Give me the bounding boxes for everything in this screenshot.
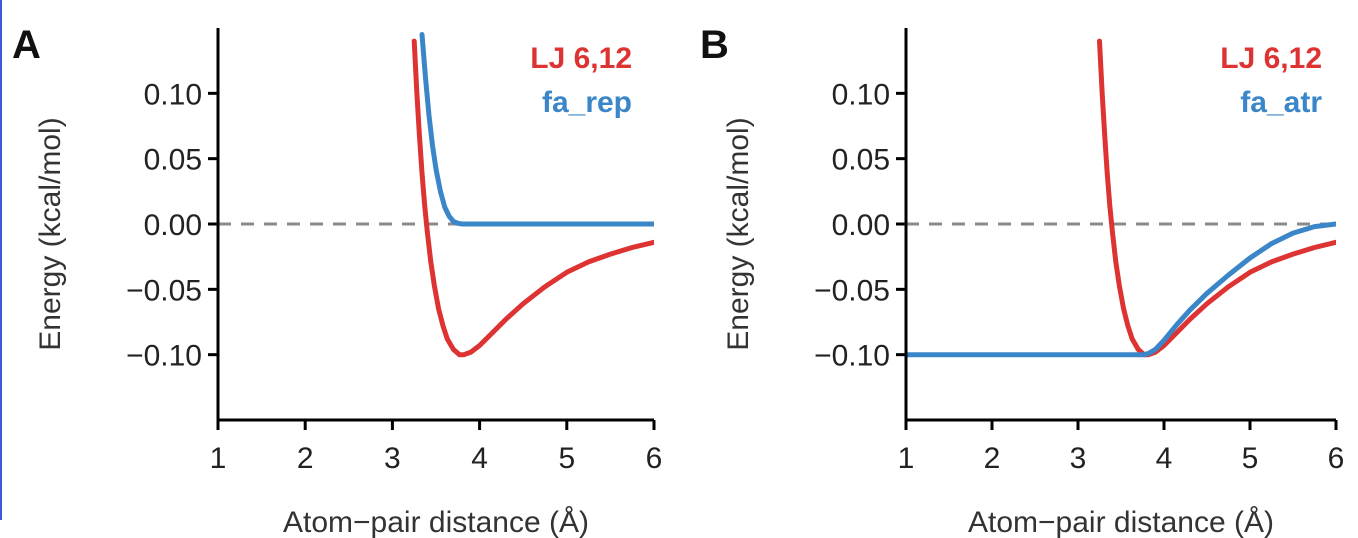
panel-a-y-tick-label: 0.10 [144, 78, 202, 111]
panel-a: 1 2 3 4 5 6 0.10 0.05 0.00 −0.05 −0.10 Atom−pair di… [12, 23, 662, 538]
panel-a-x-tick-label: 4 [471, 442, 488, 475]
panel-a-series-lj-6-12 [411, 38, 654, 358]
panel-a-x-tick-label: 3 [384, 442, 401, 475]
panel-a-y-tick-label: 0.00 [144, 209, 202, 242]
panel-b-legend-fa-atr: fa_atr [1240, 86, 1322, 119]
panel-b: 1 2 3 4 5 6 0.10 0.05 0.00 −0.05 −0.10 Atom−pair di… [700, 23, 1344, 538]
panel-a-y-tick-label: −0.05 [126, 274, 202, 307]
panel-b-y-tick-label: 0.10 [832, 78, 890, 111]
panel-b-x-axis-title: Atom−pair distance (Å) [968, 506, 1274, 538]
panel-b-series-group [906, 38, 1336, 358]
panel-a-y-tick-label: −0.10 [126, 340, 202, 373]
panel-b-y-tick-label: 0.05 [832, 144, 890, 177]
panel-a-y-axis-title: Energy (kcal/mol) [34, 117, 67, 350]
panel-a-x-tick-label: 5 [558, 442, 575, 475]
panel-b-x-tick-label: 1 [898, 442, 915, 475]
panel-b-letter: B [700, 23, 729, 67]
panel-a-x-axis-title: Atom−pair distance (Å) [283, 506, 589, 538]
panel-b-legend-lj-6-12: LJ 6,12 [1220, 42, 1322, 75]
panel-b-x-tick-label: 3 [1070, 442, 1087, 475]
panel-a-y-tick-label: 0.05 [144, 144, 202, 177]
panel-a-legend-lj-6-12: LJ 6,12 [530, 42, 632, 75]
panel-a-series-fa-rep [419, 32, 654, 227]
panel-b-series-fa-atr [906, 221, 1336, 358]
panel-b-x-tick-label: 5 [1242, 442, 1259, 475]
panel-b-y-tick-label: −0.05 [814, 274, 890, 307]
panel-a-x-tick-label: 1 [210, 442, 227, 475]
panel-a-letter: A [12, 23, 41, 67]
panel-a-x-tick-label: 6 [646, 442, 663, 475]
panel-b-y-tick-label: −0.10 [814, 340, 890, 373]
panel-a-x-tick-label: 2 [297, 442, 314, 475]
panel-b-y-axis-title: Energy (kcal/mol) [722, 117, 755, 350]
panel-b-y-tick-label: 0.00 [832, 209, 890, 242]
panel-a-series-group [411, 32, 654, 358]
screenshot-left-edge [0, 0, 2, 520]
panel-a-legend-fa-rep: fa_rep [542, 86, 632, 119]
panel-b-x-tick-label: 2 [984, 442, 1001, 475]
panel-b-x-tick-label: 6 [1328, 442, 1345, 475]
panel-b-x-tick-label: 4 [1156, 442, 1173, 475]
